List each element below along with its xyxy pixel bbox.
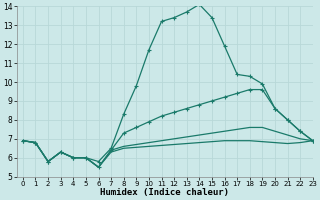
X-axis label: Humidex (Indice chaleur): Humidex (Indice chaleur) [100, 188, 229, 197]
